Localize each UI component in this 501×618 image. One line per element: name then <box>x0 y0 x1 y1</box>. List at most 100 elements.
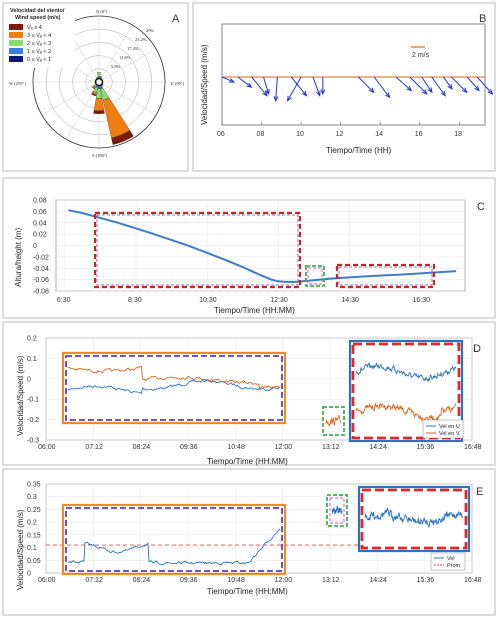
direction-label-north: N (0°) <box>96 9 108 14</box>
vector-head-3 <box>265 88 270 96</box>
vector-head-11 <box>406 85 413 92</box>
vector-head-14 <box>440 90 446 97</box>
wind-rose: N (0°) E (90°) S (180°) W (270°) 5.8% 11… <box>9 9 185 158</box>
legend-label-vel: Vel <box>447 556 455 562</box>
legend-label-3: 2 ≤ Vₐ < 3 <box>27 41 51 47</box>
y-tick-label: -0.08 <box>33 289 49 296</box>
y-tick-label: 0.08 <box>33 198 47 205</box>
vector-17 <box>466 76 480 91</box>
petal-7-band-4 <box>91 86 95 90</box>
y-tick-label: 0.05 <box>27 558 41 565</box>
vector-11 <box>395 76 412 91</box>
y-axis-label: Velocidad/Speed (m/s) <box>16 509 25 590</box>
y-tick-label: -0.02 <box>33 254 49 261</box>
direction-label-east: E (90°) <box>171 81 185 86</box>
legend-title-line-1: Velocidad del viento/ <box>10 8 65 14</box>
y-axis-label: Altura/height (m) <box>14 228 23 287</box>
highlight-box-midday-inner <box>307 267 323 285</box>
highlight-box-morning <box>93 211 302 289</box>
x-tick-label: 10:30 <box>199 297 217 304</box>
wind-rose-petals <box>91 72 134 145</box>
ring-label-3: 17.4% <box>127 46 139 51</box>
x-tick-label: 16:48 <box>464 577 482 584</box>
y-tick-label: 0 <box>27 376 31 383</box>
x-tick-label: 16 <box>415 131 423 138</box>
y-tick-label: 0.2 <box>27 336 37 343</box>
y-tick-label: 0.02 <box>33 232 47 239</box>
y-tick-label: 0 <box>33 243 37 250</box>
vector-4 <box>275 76 278 101</box>
y-tick-label: 0.04 <box>33 220 47 227</box>
x-tick-label: 14:30 <box>341 297 359 304</box>
legend-label-prom: Prom <box>447 563 461 569</box>
y-tick-label: -0.2 <box>27 417 39 424</box>
legend-label-u: Vel en U <box>439 424 460 430</box>
x-tick-label: 12:00 <box>275 577 293 584</box>
vector-head-0 <box>228 78 236 83</box>
vector-head-5 <box>301 90 308 97</box>
vector-head-12 <box>422 89 428 95</box>
vector-2 <box>251 76 268 97</box>
inset-morning-frame <box>61 503 287 576</box>
x-axis-label: Tiempo/Time (HH:MM) <box>207 587 288 596</box>
series-speed-morning <box>67 528 281 566</box>
y-tick-label: -0.3 <box>27 438 39 445</box>
x-tick-label: 06 <box>217 131 225 138</box>
legend-swatch-1 <box>9 24 23 30</box>
series-speed-midday <box>331 505 343 515</box>
panel-letter-c: C <box>477 201 485 213</box>
x-tick-label: 08:24 <box>133 577 151 584</box>
height-series-line <box>68 209 457 283</box>
vector-head-6 <box>286 95 292 102</box>
x-tick-label: 8:30 <box>128 297 142 304</box>
highlight-box-afternoon <box>335 263 436 289</box>
legend-title-line-2: Wind speed (m/s) <box>15 15 61 21</box>
x-tick-label: 15:36 <box>417 577 435 584</box>
x-ticks: 06 08 10 12 14 16 18 <box>217 122 462 138</box>
panel-letter-b: B <box>479 13 486 25</box>
x-tick-label: 14 <box>375 131 383 138</box>
series-v-afternoon <box>355 402 457 424</box>
x-tick-label: 12:30 <box>270 297 288 304</box>
x-tick-label: 06:00 <box>38 444 56 451</box>
x-tick-label: 12:00 <box>275 444 293 451</box>
legend-swatch-5 <box>9 56 23 62</box>
legend-label-2: 3 ≤ Vₐ < 4 <box>27 33 51 39</box>
y-tick-label: 0 <box>27 571 31 578</box>
vector-7 <box>312 76 321 96</box>
vector-13 <box>421 76 433 93</box>
vector-0 <box>221 76 235 83</box>
vector-head-17 <box>474 85 480 92</box>
y-tick-label: 0.25 <box>27 507 41 514</box>
inset-morning-frame <box>61 351 287 425</box>
vector-head-1 <box>246 82 253 88</box>
petal-5-band-4 <box>93 110 105 115</box>
x-tick-label: 14:24 <box>369 444 387 451</box>
vector-plot: 2 m/s 06 08 10 12 14 16 18 Tiempo/Time (HH) Ve… <box>200 23 494 155</box>
vector-15 <box>443 76 453 90</box>
highlight-box-midday <box>305 265 325 287</box>
vector-head-9 <box>368 87 375 94</box>
y-tick-label: 0.06 <box>33 209 47 216</box>
inset-morning-inner <box>65 507 283 572</box>
petal-6-band-4 <box>91 92 97 97</box>
inset-afternoon-inner <box>351 342 461 440</box>
x-tick-label: 10 <box>296 131 304 138</box>
x-tick-label: 08:24 <box>133 444 151 451</box>
inset-afternoon-frame <box>348 339 464 443</box>
legend-box <box>430 552 466 571</box>
x-tick-label: 14:24 <box>369 577 387 584</box>
panel-letter-d: D <box>473 343 481 355</box>
x-tick-label: 16:30 <box>413 297 431 304</box>
vector-head-2 <box>262 90 268 97</box>
legend-label-1: Vₐ ≥ 4 <box>27 25 42 31</box>
vector-18 <box>476 76 493 95</box>
vector-1 <box>237 76 252 88</box>
petal-3-band-3 <box>101 84 104 87</box>
highlight-box-afternoon-inner <box>338 266 433 286</box>
petal-1-band-2 <box>99 75 103 78</box>
vector-10 <box>373 76 390 98</box>
y-tick-label: -0.04 <box>33 266 49 273</box>
grid <box>56 199 465 292</box>
vector-plot-axes <box>221 23 486 126</box>
